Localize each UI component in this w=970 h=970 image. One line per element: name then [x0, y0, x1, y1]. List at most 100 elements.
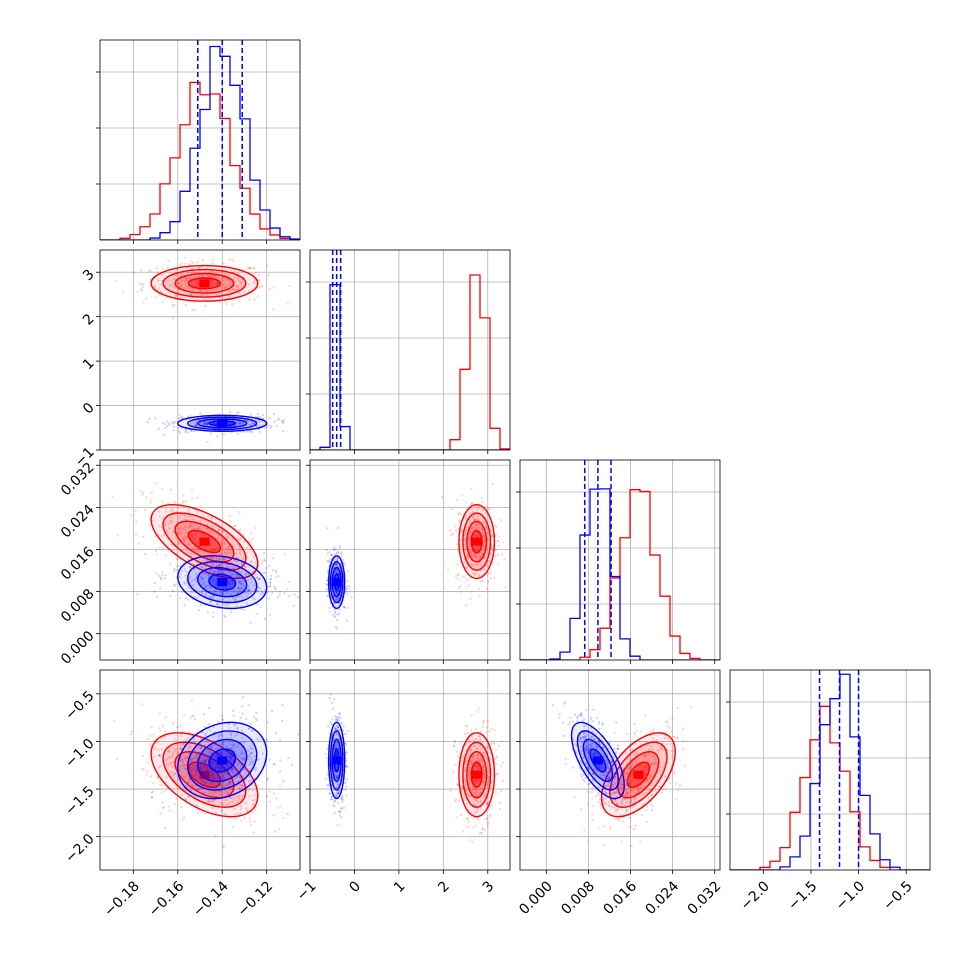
scatter-point: [328, 607, 331, 610]
scatter-point: [591, 813, 594, 816]
scatter-point: [215, 753, 218, 756]
scatter-point: [283, 553, 286, 556]
scatter-point: [236, 284, 240, 287]
scatter-point: [613, 731, 616, 734]
scatter-point: [149, 745, 152, 748]
scatter-point: [247, 589, 251, 592]
scatter-point: [630, 844, 633, 848]
scatter-point: [464, 724, 467, 728]
scatter-point: [184, 596, 187, 599]
scatter-point: [236, 411, 239, 414]
scatter-point: [226, 791, 229, 794]
scatter-point: [470, 502, 474, 505]
scatter-point: [470, 553, 473, 557]
scatter-point: [204, 558, 207, 561]
scatter-point: [228, 543, 232, 546]
scatter-point: [257, 412, 260, 416]
scatter-point: [221, 598, 224, 601]
scatter-point: [504, 586, 507, 589]
scatter-point: [255, 718, 259, 722]
scatter-point: [190, 771, 194, 774]
scatter-point: [263, 426, 267, 430]
scatter-point: [129, 733, 133, 736]
scatter-point: [211, 761, 214, 764]
scatter-point: [460, 531, 463, 535]
scatter-point: [334, 715, 337, 718]
scatter-point: [208, 792, 211, 796]
scatter-point: [155, 595, 159, 599]
scatter-point: [248, 290, 251, 293]
scatter-point: [225, 302, 228, 306]
scatter-point: [238, 530, 241, 533]
scatter-point: [153, 581, 156, 585]
scatter-point: [171, 589, 174, 593]
scatter-point: [185, 738, 188, 741]
scatter-point: [249, 761, 252, 764]
scatter-point: [233, 797, 236, 800]
scatter-point: [463, 560, 466, 564]
scatter-point: [180, 766, 183, 769]
scatter-point: [476, 548, 479, 551]
scatter-point: [489, 813, 492, 816]
scatter-point: [273, 586, 276, 590]
scatter-point: [337, 716, 340, 719]
scatter-point: [159, 765, 162, 768]
scatter-point: [248, 430, 251, 433]
scatter-point: [276, 418, 279, 421]
scatter-point: [454, 800, 457, 803]
scatter-point: [471, 570, 474, 573]
scatter-point: [229, 755, 232, 758]
scatter-point: [215, 747, 218, 750]
scatter-point: [266, 591, 269, 594]
scatter-point: [231, 767, 234, 770]
scatter-point: [607, 801, 611, 804]
scatter-point: [236, 733, 239, 736]
scatter-point: [476, 754, 480, 757]
scatter-point: [187, 431, 190, 434]
scatter-point: [172, 530, 175, 533]
scatter-point: [184, 757, 187, 760]
scatter-point: [207, 773, 210, 776]
scatter-point: [326, 559, 329, 563]
scatter-point: [204, 758, 208, 762]
scatter-point: [491, 547, 494, 550]
scatter-point: [456, 578, 459, 581]
scatter-point: [496, 772, 499, 775]
scatter-point: [233, 524, 236, 527]
scatter-point: [214, 590, 217, 593]
scatter-point: [242, 741, 245, 744]
scatter-point: [225, 773, 229, 776]
y-tick-label: 0: [80, 400, 98, 418]
scatter-point: [330, 553, 333, 556]
scatter-point: [171, 520, 174, 523]
scatter-point: [675, 798, 678, 801]
scatter-point: [347, 569, 350, 573]
scatter-point: [169, 488, 173, 491]
scatter-point: [492, 742, 496, 746]
scatter-point: [176, 283, 179, 286]
scatter-point: [241, 285, 244, 288]
scatter-point: [258, 421, 261, 424]
scatter-point: [157, 748, 161, 751]
scatter-point: [463, 732, 466, 735]
scatter-point: [482, 764, 486, 767]
scatter-point: [196, 727, 199, 731]
scatter-point: [189, 566, 192, 569]
scatter-point: [477, 768, 481, 771]
scatter-point: [466, 526, 469, 529]
scatter-point: [481, 528, 484, 531]
scatter-point: [219, 285, 222, 288]
scatter-point: [172, 780, 175, 783]
scatter-point: [226, 604, 229, 607]
scatter-point: [228, 780, 232, 783]
scatter-point: [330, 798, 334, 801]
scatter-point: [277, 575, 280, 578]
scatter-point: [460, 813, 463, 817]
scatter-point: [236, 726, 239, 729]
scatter-point: [334, 570, 337, 573]
scatter-point: [471, 736, 474, 739]
scatter-point: [345, 590, 348, 593]
scatter-point: [157, 754, 161, 757]
scatter-point: [180, 805, 183, 808]
scatter-point: [455, 543, 458, 546]
